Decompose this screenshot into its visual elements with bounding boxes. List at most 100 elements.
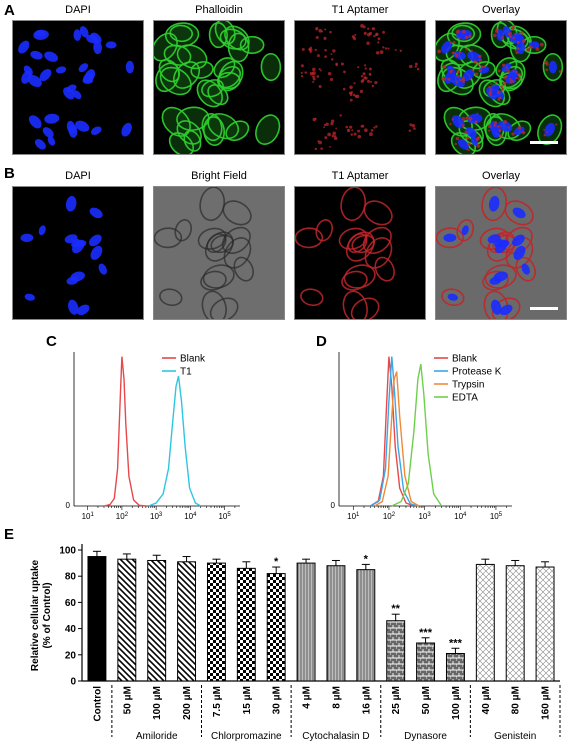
panel-b-overlay-image bbox=[435, 186, 567, 320]
aptamer-signal bbox=[414, 65, 417, 68]
aptamer-signal bbox=[501, 36, 504, 39]
category-label: 80 μM bbox=[511, 686, 522, 714]
aptamer-signal bbox=[474, 72, 479, 77]
category-label: 8 μM bbox=[331, 686, 342, 709]
category-label: 30 μM bbox=[272, 686, 283, 714]
aptamer-signal bbox=[447, 77, 451, 81]
aptamer-signal bbox=[558, 70, 562, 73]
nucleus bbox=[42, 127, 54, 138]
panel-a-title-3: T1 Aptamer bbox=[331, 4, 389, 16]
aptamer-signal bbox=[437, 49, 441, 54]
aptamer-signal bbox=[366, 32, 371, 37]
aptamer-signal bbox=[515, 77, 518, 80]
panel-b-title-1: DAPI bbox=[65, 170, 91, 182]
aptamer-signal bbox=[329, 145, 332, 148]
group-label: Genistein bbox=[494, 731, 536, 742]
aptamer-signal bbox=[373, 126, 376, 129]
actin-outline bbox=[207, 113, 240, 140]
x-tick-label: 103 bbox=[418, 512, 431, 521]
scale-bar bbox=[530, 141, 558, 144]
aptamer-signal bbox=[456, 70, 460, 74]
aptamer-signal bbox=[360, 79, 364, 83]
histogram-t1 bbox=[148, 375, 202, 507]
nucleus bbox=[68, 299, 79, 315]
aptamer-signal bbox=[459, 79, 463, 82]
y-tick-label: 0 bbox=[70, 677, 76, 688]
aptamer-signal bbox=[480, 65, 484, 69]
actin-outline bbox=[176, 120, 202, 145]
aptamer-outline bbox=[363, 200, 393, 226]
aptamer-signal bbox=[507, 126, 510, 129]
aptamer-signal bbox=[468, 35, 472, 38]
aptamer-signal bbox=[470, 49, 473, 53]
aptamer-signal bbox=[300, 71, 303, 75]
aptamer-signal bbox=[366, 41, 370, 45]
aptamer-signal bbox=[318, 68, 321, 71]
aptamer-signal bbox=[498, 128, 502, 132]
actin-outline bbox=[542, 52, 564, 82]
aptamer-signal bbox=[357, 66, 360, 69]
aptamer-signal bbox=[496, 90, 501, 94]
aptamer-signal bbox=[399, 49, 402, 52]
aptamer-signal bbox=[355, 94, 360, 99]
x-tick-label: 104 bbox=[184, 512, 197, 521]
aptamer-signal bbox=[543, 134, 546, 137]
cell-outline bbox=[222, 200, 252, 226]
nucleus bbox=[512, 207, 526, 219]
aptamer-signal bbox=[350, 91, 353, 94]
aptamer-signal bbox=[314, 48, 317, 52]
aptamer-signal bbox=[329, 77, 334, 82]
aptamer-signal bbox=[312, 75, 315, 79]
panel-label-c: C bbox=[46, 333, 57, 350]
aptamer-signal bbox=[413, 127, 416, 130]
aptamer-signal bbox=[301, 48, 305, 51]
aptamer-signal bbox=[512, 80, 515, 83]
category-label: 15 μM bbox=[242, 686, 253, 714]
aptamer-signal bbox=[520, 31, 524, 35]
nucleus bbox=[28, 115, 42, 129]
bar bbox=[147, 559, 167, 682]
aptamer-signal bbox=[314, 147, 318, 151]
aptamer-signal bbox=[461, 124, 465, 127]
aptamer-signal bbox=[340, 62, 344, 66]
nucleus bbox=[34, 139, 46, 150]
aptamer-signal bbox=[394, 49, 397, 52]
aptamer-signal bbox=[500, 88, 504, 92]
aptamer-signal bbox=[494, 81, 498, 84]
nucleus bbox=[450, 74, 465, 88]
nucleus bbox=[453, 50, 466, 60]
nucleus bbox=[82, 77, 94, 85]
nucleus bbox=[491, 299, 502, 315]
category-label: 25 μM bbox=[391, 686, 402, 714]
aptamer-signal bbox=[323, 36, 327, 40]
aptamer-signal bbox=[456, 74, 461, 78]
actin-outline bbox=[190, 61, 214, 79]
panel-b-title-4: Overlay bbox=[482, 170, 520, 182]
significance-label: *** bbox=[449, 637, 463, 649]
nucleus bbox=[72, 239, 85, 254]
aptamer-outline bbox=[343, 264, 376, 289]
actin-outline bbox=[216, 71, 241, 90]
aptamer-signal bbox=[377, 37, 381, 41]
actin-outline bbox=[203, 116, 226, 147]
panel-a-dapi-image bbox=[12, 20, 144, 155]
actin-outline bbox=[169, 24, 194, 43]
aptamer-signal bbox=[461, 76, 465, 81]
aptamer-signal bbox=[449, 41, 452, 44]
nucleus bbox=[75, 120, 90, 132]
aptamer-signal bbox=[320, 147, 323, 151]
nucleus bbox=[105, 41, 117, 49]
histogram-trypsin bbox=[374, 371, 420, 507]
group-label: Cytochalasin D bbox=[302, 731, 369, 742]
aptamer-signal bbox=[416, 67, 420, 71]
aptamer-signal bbox=[488, 85, 491, 89]
nucleus bbox=[443, 233, 457, 242]
panel-label-a: A bbox=[4, 2, 15, 19]
aptamer-signal bbox=[466, 148, 469, 151]
aptamer-signal bbox=[315, 36, 319, 40]
aptamer-signal bbox=[509, 78, 512, 80]
aptamer-signal bbox=[511, 27, 515, 31]
nucleus bbox=[467, 51, 481, 62]
aptamer-signal bbox=[335, 127, 338, 130]
aptamer-signal bbox=[304, 71, 307, 74]
